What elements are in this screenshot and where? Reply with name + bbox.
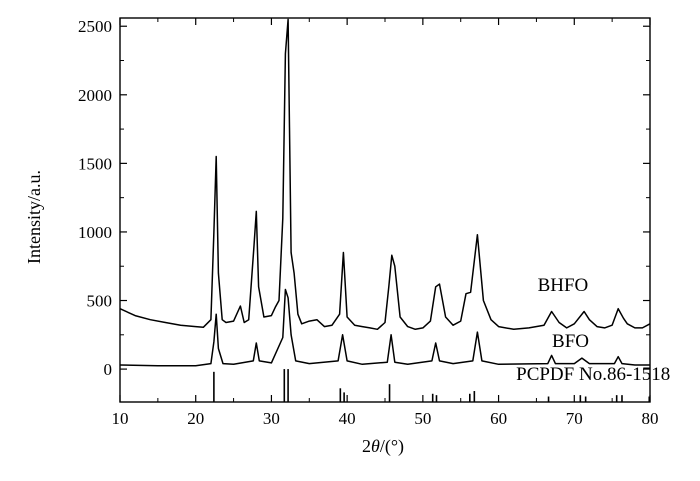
series-labels: BHFO BFO PCPDF No.86-1518: [516, 275, 670, 385]
x-tick-label: 20: [187, 409, 204, 428]
x-axis-title-suffix: /(°): [380, 436, 404, 457]
x-axis-title: 2θ/(°): [362, 436, 404, 457]
series-label: PCPDF No.86-1518: [516, 364, 670, 385]
x-axis-title-prefix: 2: [362, 436, 371, 456]
plot-frame: [119, 17, 651, 403]
series-label: BFO: [552, 331, 589, 352]
series-line-bhfo: [119, 18, 651, 331]
series-line-bfo: [119, 288, 650, 367]
y-tick-label: 0: [104, 360, 113, 379]
x-tick-label: 80: [642, 409, 659, 428]
x-axis-title-symbol: θ: [371, 436, 380, 456]
y-tick-label: 500: [87, 292, 113, 311]
y-tick-label: 1000: [78, 223, 112, 242]
x-tick-label: 10: [112, 409, 129, 428]
y-tick-label: 2000: [78, 86, 112, 105]
x-tick-label: 30: [263, 409, 280, 428]
y-axis-title: Intensity/a.u.: [24, 170, 44, 264]
reference-sticks: [213, 369, 651, 402]
series-label: BHFO: [538, 275, 589, 296]
y-tick-label: 2500: [78, 17, 112, 36]
x-tick-label: 70: [566, 409, 583, 428]
x-tick-label: 40: [339, 409, 356, 428]
series-group: [119, 18, 651, 367]
tick-labels: 10 20 30 40 50 60 70 80 0 500 1000 1500 2000 2500: [78, 17, 659, 428]
y-tick-label: 1500: [78, 154, 112, 173]
x-tick-label: 60: [490, 409, 507, 428]
x-tick-label: 50: [414, 409, 431, 428]
